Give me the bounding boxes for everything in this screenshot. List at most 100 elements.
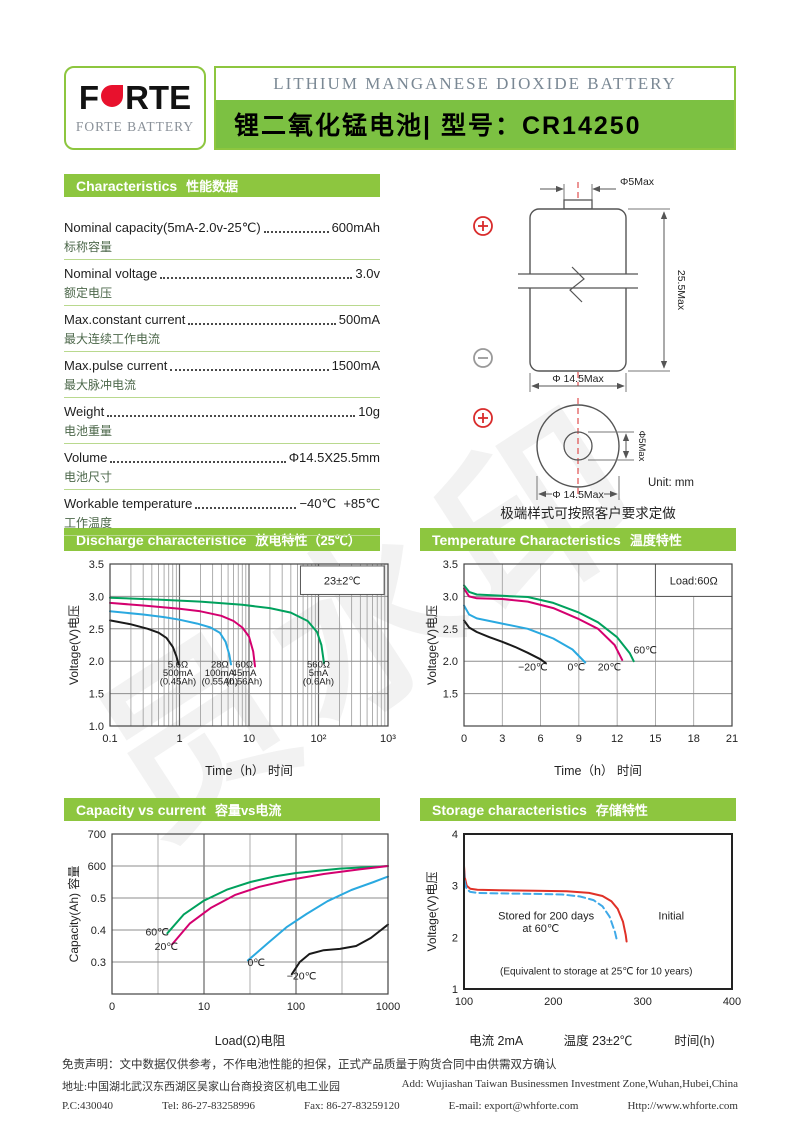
brand-wordmark: F RTE xyxy=(79,81,191,114)
chart-annotation: Initial xyxy=(658,910,684,922)
x-tick: 100 xyxy=(455,996,473,1008)
address-en: Add: Wujiashan Taiwan Businessmen Invest… xyxy=(401,1078,738,1090)
x-axis-label: 时间(h) xyxy=(674,1034,714,1048)
section-title-cn: 性能数据 xyxy=(186,179,239,194)
spec-label: Weight xyxy=(64,404,105,419)
dotted-leader xyxy=(170,369,329,371)
spec-label: Workable temperature xyxy=(64,496,193,511)
spec-value: 600mAh xyxy=(331,220,380,235)
y-tick: 0.4 xyxy=(91,925,106,937)
x-tick: 15 xyxy=(649,733,661,745)
x-tick: 3 xyxy=(499,733,505,745)
series-60℃ xyxy=(166,865,389,935)
spec-row-max-constant-current: Max.constant current 500mA 最大连续工作电流 xyxy=(64,306,380,352)
chart-annotation: 100mA xyxy=(205,668,236,679)
positive-terminal-icon xyxy=(473,216,493,236)
section-title-en: Temperature Characteristics xyxy=(432,531,621,548)
break-zigzag xyxy=(569,266,585,303)
brand-subtitle: FORTE BATTERY xyxy=(75,119,195,134)
chart-annotation: at 60℃ xyxy=(522,923,559,935)
y-tick: 600 xyxy=(88,861,106,873)
chart-annotation: 500mA xyxy=(163,668,194,679)
spec-label-cn: 额定电压 xyxy=(64,286,113,300)
spec-label: Nominal capacity(5mA-2.0v-25℃) xyxy=(64,220,261,235)
y-axis-label: Voltage(V)电压 xyxy=(425,605,439,685)
width-dimension-label: Φ 14.5Max xyxy=(552,373,604,385)
series-Initial xyxy=(463,865,628,943)
brand-letter-f: F xyxy=(78,79,100,116)
annotation-box xyxy=(654,563,733,597)
section-header-characteristics: Characteristics 性能数据 xyxy=(64,174,380,197)
chart-annotation: 28Ω xyxy=(211,660,229,671)
series-60Ω 45mA (0.56Ah) xyxy=(109,601,256,668)
y-tick: 700 xyxy=(88,829,106,841)
spec-value: 500mA xyxy=(338,312,380,327)
negative-terminal-icon xyxy=(473,348,493,368)
x-axis-label: 电流 2mA xyxy=(469,1034,524,1048)
positive-terminal-icon-top xyxy=(473,408,493,428)
y-tick: 1.5 xyxy=(89,689,104,701)
email: E-mail: export@whforte.com xyxy=(448,1100,579,1112)
chart-annotation: 60℃ xyxy=(633,644,657,656)
spec-label-cn: 最大脉冲电流 xyxy=(64,378,137,392)
y-tick: 1 xyxy=(452,984,458,996)
dotted-leader xyxy=(110,461,286,463)
series-5.6Ω 500mA (0.45Ah) xyxy=(109,619,180,666)
cap-diameter-label: Φ5Max xyxy=(620,176,655,188)
y-axis-label: Voltage(V)电压 xyxy=(425,871,439,951)
chart-annotation: (Equivalent to storage at 25℃ for 10 yea… xyxy=(500,967,692,978)
chart-annotation: 0℃ xyxy=(247,957,265,969)
spec-row-nominal-voltage: Nominal voltage 3.0v 额定电压 xyxy=(64,260,380,306)
spec-row-nominal-capacity: Nominal capacity(5mA-2.0v-25℃) 600mAh 标称容… xyxy=(64,214,380,260)
y-tick: 1.0 xyxy=(89,721,104,733)
y-tick: 3 xyxy=(452,881,458,893)
header: F RTE FORTE BATTERY LITHIUM MANGANESE DI… xyxy=(64,66,736,150)
x-tick: 18 xyxy=(688,733,700,745)
chart-annotation: 45mA xyxy=(232,668,257,679)
x-tick: 200 xyxy=(544,996,562,1008)
website: Http://www.whforte.com xyxy=(627,1100,738,1112)
fax: Fax: 86-27-83259120 xyxy=(304,1100,400,1112)
spec-value: 3.0v xyxy=(355,266,380,281)
y-tick: 3.5 xyxy=(89,559,104,571)
inner-circle xyxy=(563,431,593,461)
battery-body xyxy=(529,208,627,372)
section-header-temperature: Temperature Characteristics 温度特性 xyxy=(420,528,736,551)
series-0℃ xyxy=(246,875,389,962)
spec-label: Volume xyxy=(64,450,108,465)
x-tick: 10 xyxy=(243,733,255,745)
x-tick: 1 xyxy=(176,733,182,745)
chart-annotation: 23±2℃ xyxy=(324,576,361,588)
series-20℃ xyxy=(171,865,389,946)
brand-leaf-icon xyxy=(101,84,124,107)
telephone: Tel: 86-27-83258996 xyxy=(162,1100,256,1112)
x-tick: 0 xyxy=(461,733,467,745)
x-tick: 10² xyxy=(311,733,327,745)
section-header-capacity: Capacity vs current 容量vs电流 xyxy=(64,798,380,821)
discharge-characteristics-chart: 0.1 1 10 10² 10³1.01.52.02.53.03.523±2℃5.6Ω5… xyxy=(67,559,396,778)
x-tick: 21 xyxy=(726,733,738,745)
spec-list: Nominal capacity(5mA-2.0v-25℃) 600mAh 标称容… xyxy=(64,214,380,536)
x-axis-label: 温度 23±2℃ xyxy=(564,1033,633,1048)
dotted-leader xyxy=(188,323,336,325)
spec-label: Max.constant current xyxy=(64,312,186,327)
battery-dimension-diagram: Φ5Max 25.5Max Φ 14.5Max Φ5Max Φ 14.5Max … xyxy=(473,176,694,500)
title-block: LITHIUM MANGANESE DIOXIDE BATTERY 锂二氧化锰电… xyxy=(214,66,736,150)
battery-cap xyxy=(563,199,593,210)
unit-label: Unit: mm xyxy=(648,477,694,489)
temperature-characteristics-chart: 0 3 6 9 12 15 18 21 1.5 2.0 2.5 3.0 3.5 Load:60Ω −20℃ 0… xyxy=(425,559,738,778)
inner-diameter-label: Φ5Max xyxy=(636,431,647,462)
chart-annotation: −20℃ xyxy=(518,661,548,673)
series-Stored for 200 days at 60℃ xyxy=(463,869,618,941)
plot-border xyxy=(463,563,733,727)
dotted-leader xyxy=(195,507,297,509)
chart-annotation: Load:60Ω xyxy=(670,576,718,588)
diagram-caption: 极端样式可按照客户要求定做 xyxy=(500,506,676,521)
chart-annotation: −20℃ xyxy=(287,971,317,983)
chart-annotation: 5mA xyxy=(309,668,329,679)
spec-label-cn: 工作温度 xyxy=(64,516,113,530)
section-title-en: Characteristics xyxy=(76,177,178,194)
x-axis-label: Load(Ω)电阻 xyxy=(215,1034,286,1048)
series-560Ω 5mA (0.6Ah) xyxy=(109,596,325,665)
